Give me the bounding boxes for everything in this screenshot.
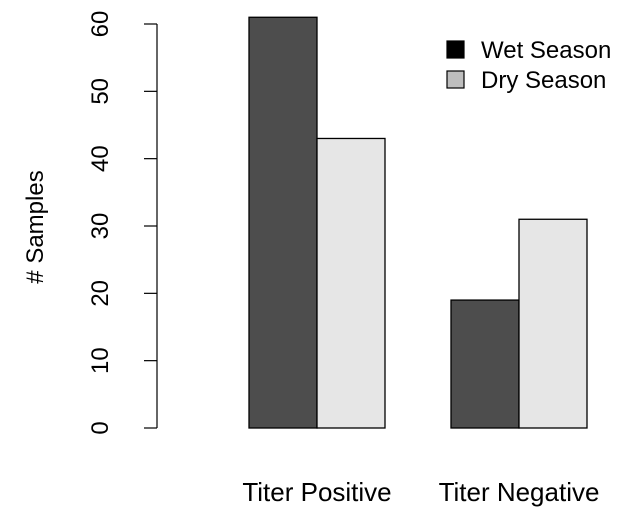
y-tick-label: 0: [87, 421, 114, 434]
bar-dry-season-titer-negative: [518, 218, 588, 429]
legend: Wet Season Dry Season: [446, 37, 611, 94]
y-tick-label: 40: [87, 145, 114, 172]
y-tick-label: 30: [87, 213, 114, 240]
bar-wet-season-titer-positive: [248, 16, 318, 429]
bar-wet-season-titer-negative: [450, 299, 520, 429]
bar-dry-season-titer-positive: [316, 137, 386, 429]
legend-swatch: [446, 40, 465, 59]
y-axis: 0 10 20 30 40 50 60: [87, 11, 158, 435]
y-tick-label: 60: [87, 11, 114, 38]
legend-label: Dry Season: [481, 67, 606, 94]
legend-swatch: [446, 70, 465, 89]
category-labels: Titer Positive Titer Negative: [242, 477, 599, 507]
y-tick-label: 20: [87, 280, 114, 307]
category-label: Titer Negative: [439, 477, 600, 507]
y-axis-label: # Samples: [22, 170, 49, 283]
y-tick-label: 10: [87, 347, 114, 374]
bars: [248, 16, 588, 429]
legend-label: Wet Season: [481, 37, 611, 64]
y-tick-label: 50: [87, 78, 114, 105]
category-label: Titer Positive: [242, 477, 391, 507]
